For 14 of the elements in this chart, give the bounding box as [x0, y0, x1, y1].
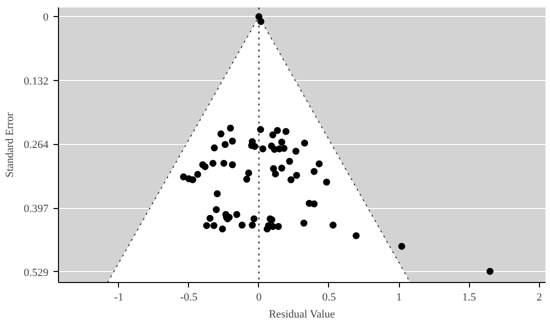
x-tick-label: -1 [114, 292, 124, 304]
x-axis-title: Residual Value [268, 308, 336, 320]
y-tick-label: 0.397 [24, 203, 49, 216]
x-tick-label: 1 [396, 292, 402, 304]
y-tick-label: 0.132 [24, 75, 48, 88]
x-tick-label: -0.5 [180, 292, 198, 304]
y-tick-label: 0.529 [24, 266, 49, 279]
x-tick-label: 0.5 [322, 292, 336, 304]
y-tick-label: 0 [43, 12, 49, 24]
y-axis-title: Standard Error [4, 112, 16, 178]
x-tick-label: 1.5 [462, 292, 476, 304]
x-tick-label: 0 [256, 292, 262, 304]
y-tick-label: 0.264 [24, 139, 49, 152]
x-tick-label: 2 [536, 292, 542, 304]
